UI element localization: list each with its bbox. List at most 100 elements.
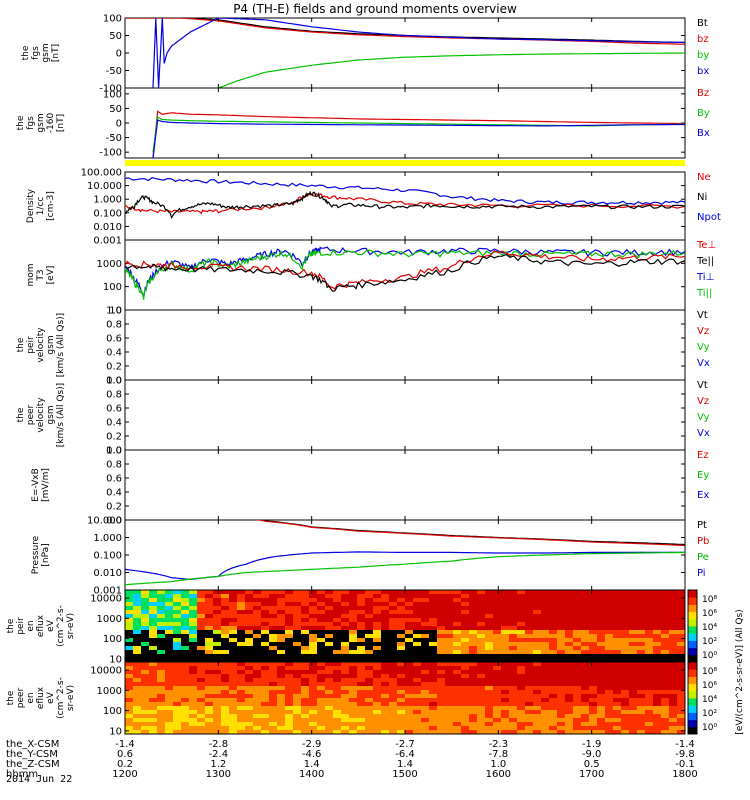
colorbar-tick: 10⁴ bbox=[702, 623, 717, 633]
y-axis-label-line: gsm bbox=[36, 113, 46, 132]
y-axis-label: the peer velocity gsm [km/s (All Qs)] bbox=[16, 383, 66, 447]
colorbar-swatch bbox=[688, 719, 697, 728]
series-line-Pi bbox=[125, 551, 685, 581]
y-tick-label: 50 bbox=[109, 104, 122, 115]
y-axis-label-line: [nPa] bbox=[41, 543, 51, 566]
colorbar-tick: 10⁴ bbox=[702, 695, 717, 705]
y-tick-label: 0.8 bbox=[106, 390, 122, 401]
ephemeris-value: 1700 bbox=[579, 769, 604, 780]
y-tick-label: 1.0 bbox=[106, 446, 122, 457]
y-axis-label-line: [nT] bbox=[51, 44, 61, 62]
legend-entry: Vz bbox=[697, 326, 709, 337]
colorbar-swatch bbox=[688, 705, 697, 713]
y-tick-label: 0.4 bbox=[106, 488, 122, 499]
colorbar: 10⁸ 10⁶ 10⁴ 10² 10⁰ 10⁸ 10⁶ 10⁴ 10² 10⁰ [eV/(cm^2-… bbox=[687, 589, 745, 735]
y-tick-label: 0.001 bbox=[93, 236, 122, 247]
y-axis-label: the fgs gsm -160 [nT] bbox=[16, 113, 66, 134]
y-axis-label-line: [eV] bbox=[46, 266, 56, 285]
colorbar-swatch bbox=[688, 611, 697, 620]
y-tick-label: 50 bbox=[109, 31, 122, 42]
y-axis-label-line: gsm bbox=[41, 43, 51, 62]
y-tick-label: 1000 bbox=[97, 259, 122, 270]
y-tick-label: 0.6 bbox=[106, 474, 122, 485]
y-axis-label-line: [mV/m] bbox=[41, 468, 51, 502]
ephemeris-value: -1.4 bbox=[675, 739, 695, 750]
y-axis-label-line: 1/cc bbox=[36, 197, 46, 216]
series-line-Npot bbox=[125, 177, 685, 205]
y-tick-label: 0.100 bbox=[93, 208, 122, 219]
y-axis-label-line: fgs bbox=[26, 116, 36, 130]
ephemeris-value: 1300 bbox=[206, 769, 231, 780]
panel-peir-velocity: 1.0 0.8 0.6 0.4 0.2 0.0 the peir velocity gsm [km/… bbox=[16, 306, 710, 387]
series-line-Bx bbox=[152, 119, 685, 158]
y-axis-label: E=-VxB [mV/m] bbox=[31, 468, 51, 502]
panel-peir-en-eflux: 10000 1000 100 10 the peir en eflux eV (cm^2-s-sr… bbox=[6, 589, 686, 665]
colorbar-swatch bbox=[688, 698, 697, 706]
colorbar-tick: 10⁸ bbox=[702, 595, 717, 605]
y-axis-label-line: the bbox=[6, 690, 16, 705]
legend-entry: Vt bbox=[697, 380, 708, 391]
y-axis-label-line: peer bbox=[16, 687, 26, 708]
y-tick-label: 1.0 bbox=[106, 376, 122, 387]
y-tick-label: 0.0 bbox=[106, 516, 122, 527]
y-tick-label: 10000 bbox=[90, 594, 122, 605]
legend-entry: Vy bbox=[697, 412, 710, 423]
series-line-Te⊥ bbox=[125, 249, 685, 290]
colorbar-swatch bbox=[688, 633, 697, 641]
y-tick-label: 0.8 bbox=[106, 460, 122, 471]
y-axis-label-line: [nT] bbox=[56, 114, 66, 132]
y-tick-label: 0 bbox=[116, 119, 122, 130]
legend-entry: Ti⊥ bbox=[696, 272, 714, 283]
ephemeris-value: -7.8 bbox=[489, 749, 509, 760]
y-axis-label-line: peir bbox=[16, 617, 26, 635]
y-axis-label-line: mom bbox=[26, 263, 36, 286]
ephemeris-label: the_X-CSM bbox=[6, 739, 59, 750]
colorbar-swatch bbox=[688, 618, 697, 627]
ephemeris-value: -0.1 bbox=[675, 759, 695, 770]
y-axis-label-line: E=-VxB bbox=[31, 468, 41, 502]
colorbar-swatch bbox=[688, 690, 697, 699]
y-tick-label: 0.010 bbox=[93, 222, 122, 233]
y-axis-label-line: Pressure bbox=[31, 535, 41, 574]
y-axis-label-line: gsm bbox=[46, 405, 56, 424]
y-axis-label-line: the bbox=[16, 407, 26, 422]
ephemeris-label: the_Z-CSM bbox=[6, 759, 60, 770]
legend-entry: Bt bbox=[697, 18, 708, 29]
ephemeris-value: 0.6 bbox=[117, 749, 133, 760]
colorbar-swatch bbox=[688, 662, 697, 670]
colorbar-swatch bbox=[688, 597, 697, 605]
ephemeris-value: 0.5 bbox=[584, 759, 600, 770]
panel-e-field: 1.0 0.8 0.6 0.4 0.2 0.0 E=-VxB [mV/m] Ez Ey Ex bbox=[31, 446, 709, 527]
panel-peer-velocity: 1.0 0.8 0.6 0.4 0.2 0.0 the peer velocity gsm [km/… bbox=[16, 376, 710, 457]
y-tick-label: 0.0 bbox=[106, 446, 122, 457]
colorbar-swatch bbox=[688, 626, 697, 634]
y-tick-label: 10.000 bbox=[87, 181, 122, 192]
y-tick-label: 0.2 bbox=[106, 432, 122, 443]
ephemeris-value: 1.4 bbox=[304, 759, 320, 770]
legend-entry: Ti|| bbox=[696, 288, 712, 299]
panel-frame bbox=[124, 309, 686, 381]
spectrogram-peer-en-eflux bbox=[125, 662, 685, 734]
y-axis-label-line: velocity bbox=[36, 327, 46, 363]
y-tick-label: 1.000 bbox=[93, 533, 122, 544]
legend-entry: Vx bbox=[697, 358, 710, 369]
panel-peer-en-eflux: 10000 1000 100 10 the peer en eflux eV (cm^2-s-sr… bbox=[6, 661, 686, 737]
y-tick-label: 0.0 bbox=[106, 376, 122, 387]
colorbar-label: [eV/(cm^2-s-sr-eV)] (All Qs) bbox=[735, 609, 745, 734]
y-axis-label-line: -160 bbox=[46, 113, 56, 134]
y-tick-label: 0.100 bbox=[93, 551, 122, 562]
panel-frame bbox=[124, 449, 686, 521]
series-line-Ti⊥ bbox=[125, 246, 685, 299]
colorbar-swatch bbox=[688, 604, 697, 613]
colorbar-swatch bbox=[688, 676, 697, 685]
series-line-bx bbox=[152, 18, 685, 88]
ephemeris-value: -6.4 bbox=[395, 749, 415, 760]
y-axis-label-line: eV bbox=[46, 619, 56, 632]
y-axis-label-line: sr-eV) bbox=[66, 685, 76, 711]
y-tick-label: 0.2 bbox=[106, 502, 122, 513]
ephemeris-value: 1.4 bbox=[397, 759, 413, 770]
ephemeris-value: -2.9 bbox=[302, 739, 322, 750]
colorbar-tick: 10² bbox=[702, 637, 717, 647]
colorbar-swatch bbox=[688, 712, 697, 721]
legend-entry: Ey bbox=[697, 470, 709, 481]
